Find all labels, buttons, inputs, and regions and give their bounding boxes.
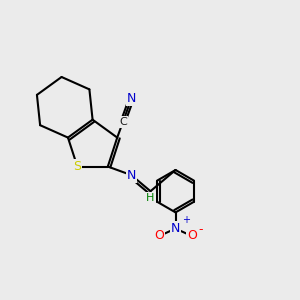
Text: +: + bbox=[182, 215, 190, 225]
Text: -: - bbox=[198, 223, 203, 236]
Text: O: O bbox=[154, 230, 164, 242]
Text: N: N bbox=[127, 169, 136, 182]
Text: C: C bbox=[119, 117, 127, 128]
Text: S: S bbox=[74, 160, 81, 173]
Text: N: N bbox=[171, 222, 180, 235]
Text: O: O bbox=[187, 230, 197, 242]
Text: N: N bbox=[127, 92, 136, 105]
Text: H: H bbox=[146, 193, 155, 203]
